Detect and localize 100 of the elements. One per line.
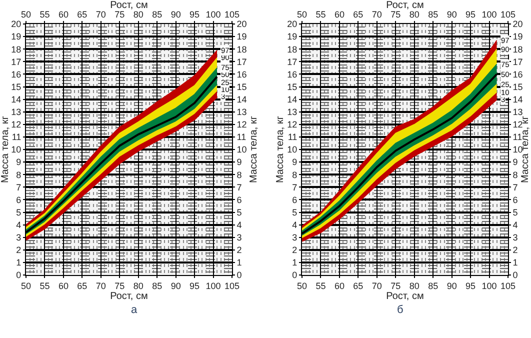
x2-tick-label: 60 — [58, 280, 68, 291]
y2-tick-label: 0 — [512, 270, 518, 280]
y2-tick-label: 11 — [512, 132, 522, 142]
y-tick-label: 20 — [11, 19, 22, 30]
y2-tick-label: 5 — [236, 207, 242, 218]
y-tick-label: 7 — [292, 182, 298, 192]
x2-tick-label: 75 — [114, 280, 125, 291]
y-tick-label: 10 — [11, 144, 22, 155]
y2-tick-label: 19 — [236, 32, 247, 42]
y-tick-label: 2 — [16, 245, 22, 256]
x-tick-label: 60 — [334, 9, 344, 20]
y2-tick-label: 6 — [512, 194, 518, 205]
x2-tick-label: 50 — [20, 280, 32, 291]
x-tick-label: 70 — [372, 9, 382, 20]
y-tick-label: 17 — [11, 56, 22, 67]
y-tick-label: 7 — [16, 182, 22, 192]
x2-tick-label: 55 — [316, 280, 326, 291]
x-tick-label: 90 — [170, 9, 181, 20]
y-tick-label: 9 — [292, 157, 298, 168]
y-tick-label: 19 — [287, 32, 298, 42]
y2-tick-label: 20 — [512, 19, 523, 30]
x2-tick-label: 70 — [96, 280, 106, 291]
x-tick-label: 75 — [390, 9, 401, 20]
y-tick-label: 17 — [287, 56, 298, 67]
y2-tick-label: 8 — [236, 170, 242, 180]
y2-tick-label: 15 — [512, 82, 523, 92]
y-tick-label: 15 — [11, 82, 22, 92]
y-tick-label: 15 — [287, 82, 298, 92]
x2-tick-label: 95 — [466, 280, 476, 291]
y-tick-label: 18 — [287, 44, 298, 54]
y-tick-label: 18 — [11, 44, 22, 54]
y-tick-label: 16 — [11, 69, 22, 80]
y-tick-label: 5 — [292, 207, 298, 218]
x2-tick-label: 85 — [152, 280, 162, 291]
y2-tick-label: 3 — [236, 232, 242, 242]
x2-tick-label: 105 — [224, 280, 240, 291]
y2-tick-label: 10 — [512, 144, 523, 155]
x2-axis-title: Рост, см — [110, 0, 148, 11]
y2-tick-label: 13 — [512, 107, 523, 117]
y-tick-label: 19 — [11, 32, 22, 42]
text: б — [397, 304, 404, 316]
x-tick-label: 60 — [58, 9, 68, 20]
x-tick-label: 90 — [446, 9, 457, 20]
y-tick-label: 12 — [287, 120, 298, 130]
y-tick-label: 14 — [11, 94, 22, 104]
y2-tick-label: 14 — [236, 94, 247, 104]
y2-tick-label: 1 — [236, 258, 242, 268]
x2-tick-label: 90 — [170, 280, 181, 291]
y2-tick-label: 18 — [512, 44, 523, 54]
y2-tick-label: 8 — [512, 170, 518, 180]
x-tick-label: 85 — [428, 9, 438, 20]
y2-axis-title: Масса тела, кг — [248, 116, 260, 184]
x-tick-label: 95 — [466, 9, 476, 20]
y-tick-label: 2 — [292, 245, 298, 256]
y-tick-label: 3 — [16, 232, 22, 242]
x2-tick-label: 105 — [500, 280, 516, 291]
y2-tick-label: 19 — [512, 32, 523, 42]
y2-tick-label: 16 — [236, 69, 247, 80]
x-tick-label: 75 — [114, 9, 125, 20]
x-tick-label: 95 — [190, 9, 200, 20]
y-tick-label: 3 — [292, 232, 298, 242]
y2-tick-label: 17 — [512, 56, 523, 67]
y-tick-label: 8 — [292, 170, 298, 180]
x-tick-label: 50 — [20, 9, 32, 20]
x2-tick-label: 80 — [409, 280, 420, 291]
x2-tick-label: 75 — [390, 280, 401, 291]
y-tick-label: 9 — [16, 157, 22, 168]
x2-axis-title: Рост, см — [386, 0, 424, 11]
x-axis-title: Рост, см — [386, 290, 424, 302]
y-tick-label: 5 — [16, 207, 22, 218]
y-tick-label: 4 — [292, 220, 298, 230]
x-tick-label: 65 — [353, 9, 364, 20]
x-tick-label: 105 — [224, 9, 240, 20]
y-axis-title: Масса тела, кг — [0, 116, 11, 184]
y-tick-label: 14 — [287, 94, 298, 104]
y2-tick-label: 4 — [512, 220, 518, 230]
x2-tick-label: 60 — [334, 280, 344, 291]
y-tick-label: 10 — [287, 144, 298, 155]
y2-tick-label: 20 — [236, 19, 247, 30]
y2-tick-label: 2 — [512, 245, 518, 256]
y2-tick-label: 16 — [512, 69, 523, 80]
y2-tick-label: 15 — [236, 82, 247, 92]
x-axis-title: Рост, см — [110, 290, 148, 302]
y2-tick-label: 0 — [236, 270, 242, 280]
y-axis-title: Масса тела, кг — [275, 116, 286, 184]
y-tick-label: 11 — [288, 132, 298, 142]
y2-tick-label: 4 — [236, 220, 242, 230]
x-tick-label: 55 — [316, 9, 326, 20]
y2-tick-label: 5 — [512, 207, 518, 218]
y-tick-label: 6 — [16, 194, 22, 205]
y2-tick-label: 6 — [236, 194, 242, 205]
x-tick-label: 80 — [133, 9, 144, 20]
y2-tick-label: 9 — [512, 157, 518, 168]
x2-tick-label: 80 — [133, 280, 144, 291]
y-tick-label: 1 — [16, 258, 22, 268]
y2-tick-label: 17 — [236, 56, 247, 67]
y-tick-label: 0 — [292, 270, 298, 280]
y-tick-label: 8 — [16, 170, 22, 180]
x-tick-label: 65 — [77, 9, 88, 20]
y2-tick-label: 7 — [512, 182, 518, 192]
